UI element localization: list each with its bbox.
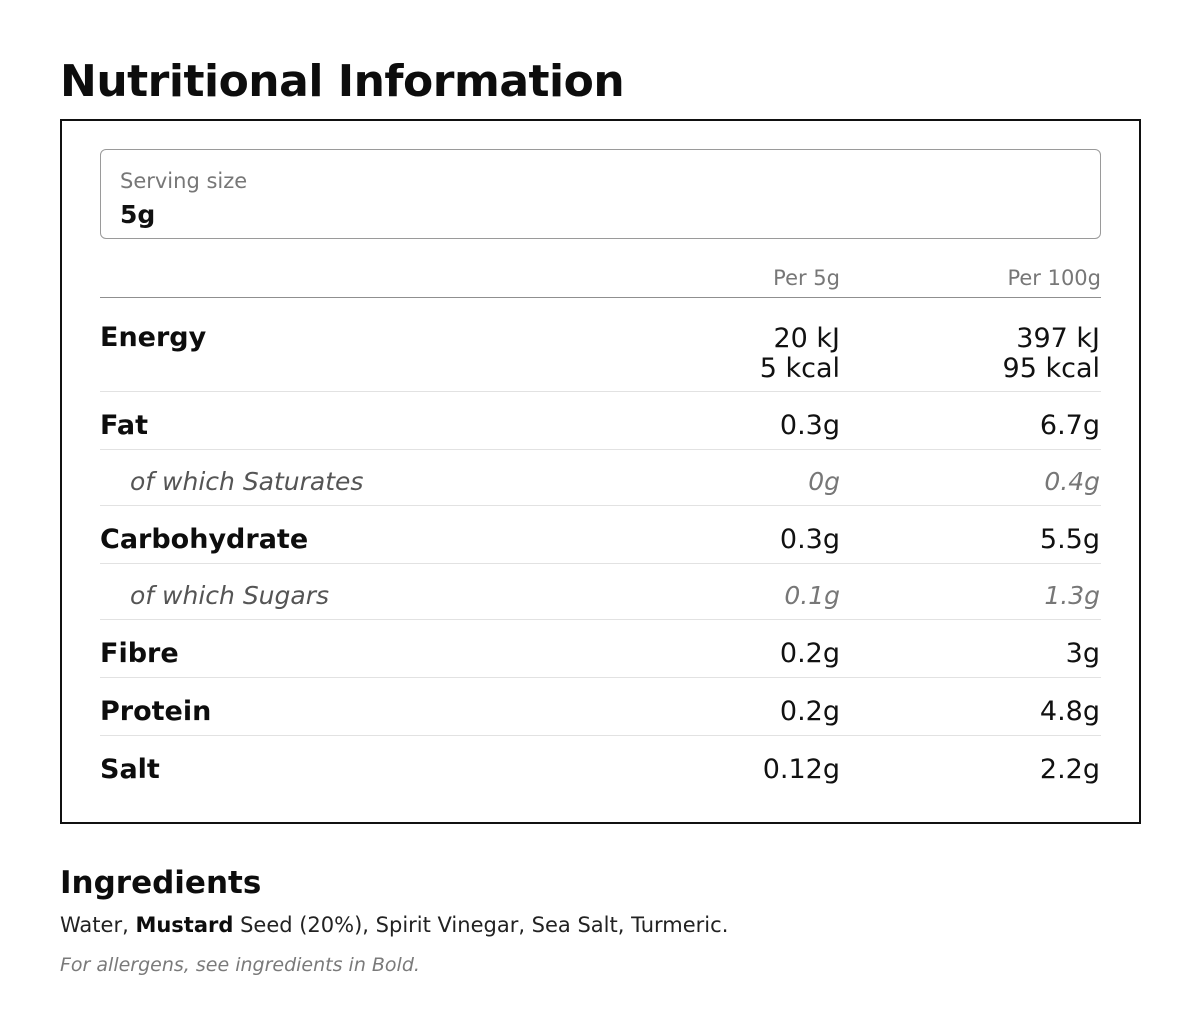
- serving-size-label: Serving size: [120, 169, 248, 193]
- allergen-ingredient: Mustard: [135, 913, 234, 937]
- nutrient-row-energy: Energy 20 kJ 5 kcal 397 kJ 95 kcal: [100, 298, 1101, 392]
- ingredients-text-rest: Seed (20%), Spirit Vinegar, Sea Salt, Tu…: [233, 913, 729, 937]
- column-header-per-serving: Per 5g: [773, 266, 840, 290]
- nutrient-row-carbohydrate: Carbohydrate 0.3g 5.5g: [100, 506, 1101, 564]
- energy-per-100g-kj: 397 kJ: [1016, 323, 1100, 354]
- fat-per-serving: 0.3g: [779, 410, 840, 441]
- nutrient-row-salt: Salt 0.12g 2.2g: [100, 736, 1101, 793]
- nutrient-label-protein: Protein: [100, 696, 212, 727]
- energy-per-serving-kcal: 5 kcal: [759, 353, 840, 384]
- nutrient-label-fat: Fat: [100, 410, 148, 441]
- carbohydrate-per-serving: 0.3g: [779, 524, 840, 555]
- sugars-per-serving: 0.1g: [784, 581, 840, 610]
- saturates-per-100g: 0.4g: [1044, 467, 1100, 496]
- nutrient-row-saturates: of which Saturates 0g 0.4g: [100, 450, 1101, 506]
- ingredients-heading: Ingredients: [60, 865, 262, 901]
- nutrient-row-fibre: Fibre 0.2g 3g: [100, 620, 1101, 678]
- carbohydrate-per-100g: 5.5g: [1039, 524, 1100, 555]
- nutrition-table-panel: Serving size 5g Per 5g Per 100g Energy 2…: [60, 119, 1141, 824]
- energy-per-100g-kcal: 95 kcal: [1002, 353, 1100, 384]
- energy-per-serving-kj: 20 kJ: [773, 323, 840, 354]
- allergen-note: For allergens, see ingredients in Bold.: [60, 954, 420, 976]
- salt-per-serving: 0.12g: [762, 754, 840, 785]
- fibre-per-100g: 3g: [1065, 638, 1100, 669]
- protein-per-100g: 4.8g: [1039, 696, 1100, 727]
- page-title: Nutritional Information: [60, 56, 625, 107]
- fat-per-100g: 6.7g: [1039, 410, 1100, 441]
- nutrient-label-energy: Energy: [100, 322, 207, 353]
- nutrient-row-fat: Fat 0.3g 6.7g: [100, 392, 1101, 450]
- nutrient-label-fibre: Fibre: [100, 638, 179, 669]
- nutrient-label-saturates: of which Saturates: [130, 467, 364, 496]
- serving-size-box: Serving size 5g: [100, 149, 1101, 239]
- ingredients-text-start: Water,: [60, 913, 136, 937]
- nutrient-row-protein: Protein 0.2g 4.8g: [100, 678, 1101, 736]
- header-divider: [100, 297, 1101, 298]
- serving-size-value: 5g: [120, 200, 156, 229]
- nutrient-row-sugars: of which Sugars 0.1g 1.3g: [100, 564, 1101, 620]
- fibre-per-serving: 0.2g: [779, 638, 840, 669]
- ingredients-list: Water, Mustard Seed (20%), Spirit Vinega…: [60, 911, 728, 939]
- nutrient-label-sugars: of which Sugars: [130, 581, 330, 610]
- protein-per-serving: 0.2g: [779, 696, 840, 727]
- nutrient-label-salt: Salt: [100, 754, 160, 785]
- salt-per-100g: 2.2g: [1039, 754, 1100, 785]
- nutrient-label-carbohydrate: Carbohydrate: [100, 524, 309, 555]
- column-header-per-100g: Per 100g: [1007, 266, 1101, 290]
- saturates-per-serving: 0g: [808, 467, 840, 496]
- sugars-per-100g: 1.3g: [1044, 581, 1100, 610]
